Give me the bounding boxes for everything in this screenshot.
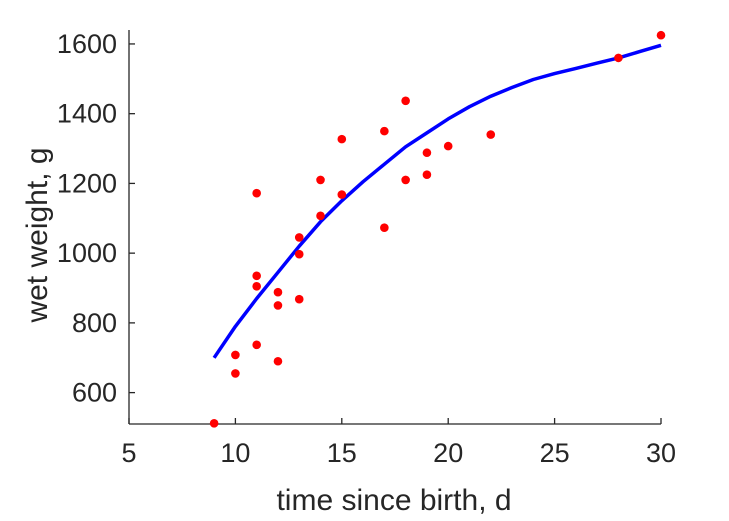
x-axis-label: time since birth, d bbox=[276, 484, 511, 517]
data-point bbox=[380, 126, 389, 136]
data-point bbox=[252, 188, 261, 198]
x-ticks: 5 10 15 20 25 30 bbox=[121, 418, 676, 468]
y-axis-label: wet weight, g bbox=[21, 147, 54, 323]
data-point bbox=[252, 281, 261, 291]
data-point bbox=[252, 340, 261, 350]
data-point bbox=[656, 30, 666, 40]
data-point bbox=[273, 356, 283, 366]
axes bbox=[128, 30, 661, 425]
data-point bbox=[422, 170, 432, 179]
y-tick-label: 1200 bbox=[57, 168, 117, 198]
y-tick-label: 800 bbox=[72, 308, 117, 338]
x-tick-label: 5 bbox=[121, 438, 136, 468]
data-point bbox=[294, 249, 304, 259]
data-point bbox=[294, 233, 304, 242]
data-point bbox=[486, 130, 496, 139]
fit-line bbox=[212, 43, 662, 359]
x-tick-label: 15 bbox=[327, 438, 357, 468]
y-tick-label: 600 bbox=[72, 378, 117, 408]
data-points bbox=[209, 30, 666, 428]
x-tick-label: 20 bbox=[433, 438, 463, 468]
y-tick-label: 1000 bbox=[57, 238, 117, 268]
y-ticks: 600 800 1000 1200 1400 1600 bbox=[57, 29, 135, 408]
data-point bbox=[316, 175, 325, 185]
data-point bbox=[401, 175, 410, 185]
data-point bbox=[337, 190, 347, 199]
data-point bbox=[273, 287, 283, 297]
data-point bbox=[614, 53, 623, 63]
data-point bbox=[443, 141, 453, 151]
data-point bbox=[252, 271, 261, 281]
data-point bbox=[316, 211, 325, 221]
fit-curve bbox=[212, 43, 662, 359]
data-point bbox=[273, 301, 283, 310]
y-tick-label: 1400 bbox=[57, 99, 117, 129]
data-point bbox=[231, 350, 240, 360]
data-point bbox=[380, 223, 389, 232]
data-point bbox=[231, 369, 240, 378]
x-tick-label: 25 bbox=[540, 438, 570, 468]
data-point bbox=[294, 294, 304, 304]
x-tick-label: 30 bbox=[646, 438, 676, 468]
data-point bbox=[337, 134, 347, 144]
x-tick-label: 10 bbox=[220, 438, 250, 468]
data-point bbox=[209, 419, 219, 428]
data-point bbox=[422, 148, 432, 158]
data-point bbox=[401, 96, 410, 106]
y-tick-label: 1600 bbox=[57, 29, 117, 59]
